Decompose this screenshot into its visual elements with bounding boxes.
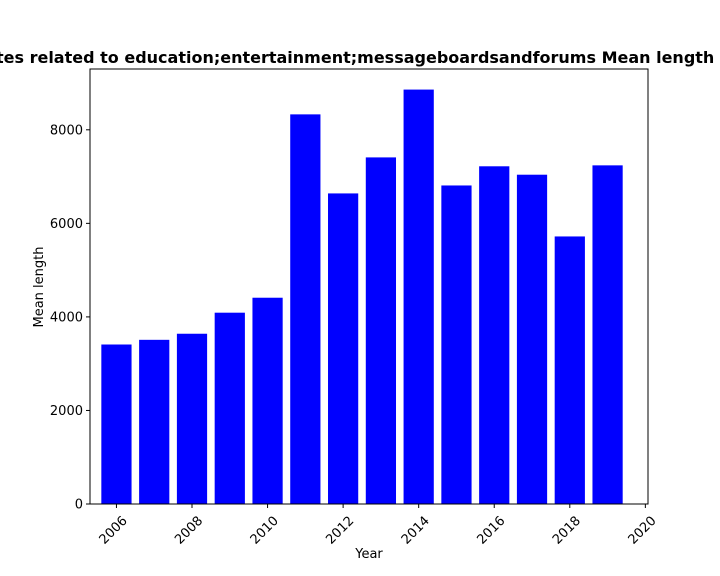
x-tick-label-2006: 2006 xyxy=(97,514,131,548)
bar-2011 xyxy=(290,114,321,504)
plot-area-frame xyxy=(89,68,649,505)
bars-group xyxy=(101,89,623,505)
chart-title: Websites related to education;entertainm… xyxy=(0,48,720,67)
y-tick-label-2000: 2000 xyxy=(50,404,83,419)
x-axis: 2006 2008 2010 2012 2014 2016 2018 2020 xyxy=(97,504,660,548)
bar-2019 xyxy=(592,165,623,504)
bar-2007 xyxy=(139,339,170,504)
bar-2012 xyxy=(328,193,359,504)
x-tick-label-2016: 2016 xyxy=(474,514,508,548)
x-axis-label: Year xyxy=(354,547,383,562)
x-tick-label-2014: 2014 xyxy=(399,514,433,548)
y-tick-label-8000: 8000 xyxy=(50,123,83,138)
y-axis: 0 2000 4000 6000 8000 xyxy=(50,123,90,513)
bar-2006 xyxy=(101,344,132,504)
bar-2015 xyxy=(441,185,472,504)
bar-2018 xyxy=(554,236,585,505)
bar-2016 xyxy=(479,166,510,504)
bar-2008 xyxy=(176,333,208,504)
bar-2009 xyxy=(214,312,245,504)
x-tick-label-2010: 2010 xyxy=(248,514,282,548)
bar-2014 xyxy=(403,89,434,505)
bar-2013 xyxy=(365,157,397,504)
y-axis-label: Mean length xyxy=(32,247,47,328)
bar-2017 xyxy=(516,174,548,505)
x-tick-label-2018: 2018 xyxy=(550,514,584,548)
x-tick-label-2008: 2008 xyxy=(172,514,206,548)
bar-2010 xyxy=(252,297,283,504)
y-tick-label-4000: 4000 xyxy=(50,310,83,325)
y-tick-label-6000: 6000 xyxy=(50,217,83,232)
x-tick-label-2012: 2012 xyxy=(323,514,357,548)
y-tick-label-0: 0 xyxy=(75,498,83,513)
x-tick-label-2020: 2020 xyxy=(626,514,660,548)
